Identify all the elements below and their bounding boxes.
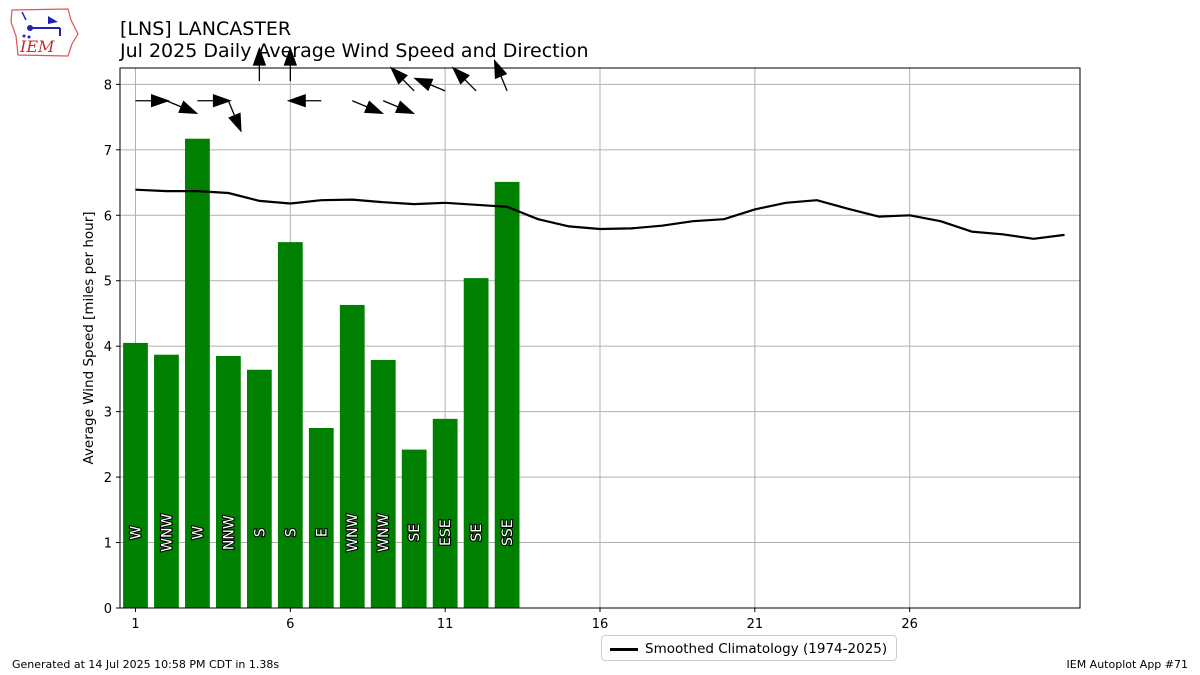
chart-title: Jul 2025 Daily Average Wind Speed and Di… xyxy=(120,40,589,62)
wind-arrow-day-9 xyxy=(382,100,416,114)
wind-arrow-shaft xyxy=(402,79,415,92)
wind-arrow-day-8 xyxy=(352,100,385,114)
wind-arrow-head xyxy=(451,66,470,85)
wind-arrow-head xyxy=(283,46,298,66)
x-tick-label-11: 11 xyxy=(437,617,454,632)
direction-label-day-2: WNW xyxy=(159,513,175,551)
y-tick-label-0: 0 xyxy=(104,602,112,617)
bar-day-11 xyxy=(432,418,458,608)
chart-legend: Smoothed Climatology (1974-2025) xyxy=(601,635,897,661)
bar-day-2 xyxy=(154,354,179,608)
wind-arrow-head xyxy=(151,93,171,108)
wind-arrow-day-13 xyxy=(493,59,508,92)
climatology-line xyxy=(135,188,1065,240)
direction-label-day-7: E xyxy=(314,528,330,537)
y-tick-label-8: 8 xyxy=(104,78,112,93)
wind-arrow-head xyxy=(252,46,267,66)
wind-arrow-day-1 xyxy=(135,93,171,108)
wind-arrow-day-4 xyxy=(227,100,242,133)
bar-day-12 xyxy=(463,278,489,608)
wind-arrow-shaft xyxy=(382,100,399,108)
generated-timestamp: Generated at 14 Jul 2025 10:58 PM CDT in… xyxy=(12,658,280,671)
bar-day-10 xyxy=(401,449,427,608)
direction-label-day-10: SE xyxy=(407,524,423,542)
direction-label-day-11: ESE xyxy=(438,519,454,546)
direction-label-day-13: SSE xyxy=(500,519,516,546)
direction-label-day-4: NNW xyxy=(221,515,237,550)
direction-label-day-6: S xyxy=(283,528,299,537)
y-tick-label-4: 4 xyxy=(104,340,112,355)
wind-arrow-day-10 xyxy=(389,66,415,92)
bar-day-1 xyxy=(123,342,148,608)
x-tick-label-6: 6 xyxy=(286,617,294,632)
wind-arrow-day-3 xyxy=(197,93,232,108)
wind-arrow-head xyxy=(286,93,306,108)
y-axis-label: Average Wind Speed [miles per hour] xyxy=(81,211,97,464)
direction-label-day-9: WNW xyxy=(376,513,392,551)
bar-day-5 xyxy=(246,369,272,608)
iem-logo: IEM xyxy=(10,8,79,57)
wind-arrow-head xyxy=(493,59,508,80)
wind-arrow-day-2 xyxy=(166,100,199,114)
wind-arrow-day-12 xyxy=(451,66,477,92)
bar-day-6 xyxy=(277,242,303,609)
x-tick-label-16: 16 xyxy=(592,617,609,632)
wind-arrow-head xyxy=(413,77,434,92)
bar-day-9 xyxy=(370,359,396,608)
bar-day-13 xyxy=(494,181,520,608)
bar-day-4 xyxy=(216,356,241,608)
direction-label-day-5: S xyxy=(252,528,268,537)
x-tick-label-26: 26 xyxy=(901,617,918,632)
y-tick-label-6: 6 xyxy=(104,209,112,224)
wind-arrow-day-6 xyxy=(283,46,298,82)
y-tick-label-1: 1 xyxy=(104,537,112,552)
bar-day-8 xyxy=(339,304,365,608)
y-tick-label-5: 5 xyxy=(104,275,112,290)
bar-day-7 xyxy=(308,428,334,608)
wind-arrow-head xyxy=(363,100,385,114)
wind-arrow-shaft xyxy=(430,84,446,92)
legend-label: Smoothed Climatology (1974-2025) xyxy=(645,641,888,657)
direction-label-day-8: WNW xyxy=(345,513,361,551)
bar-day-3 xyxy=(185,138,210,608)
wind-arrow-shaft xyxy=(352,100,368,108)
wind-arrow-shaft xyxy=(464,79,477,92)
legend-line-swatch xyxy=(610,648,638,651)
y-tick-label-3: 3 xyxy=(104,406,112,421)
wind-arrow-head xyxy=(178,100,199,114)
app-label: IEM Autoplot App #71 xyxy=(1066,658,1189,671)
wind-arrow-head xyxy=(228,112,242,133)
direction-label-day-1: W xyxy=(128,526,144,540)
x-tick-label-21: 21 xyxy=(747,617,764,632)
y-tick-label-2: 2 xyxy=(104,471,112,486)
y-tick-label-7: 7 xyxy=(104,144,112,159)
x-tick-label-1: 1 xyxy=(131,617,139,632)
wind-arrow-shaft xyxy=(227,100,236,116)
logo-text: IEM xyxy=(19,37,55,56)
direction-label-day-3: W xyxy=(190,526,206,540)
wind-arrow-shaft xyxy=(500,75,508,92)
wind-arrow-day-5 xyxy=(252,46,267,82)
weather-station-icon xyxy=(21,11,61,39)
wind-arrow-shaft xyxy=(166,100,182,108)
wind-arrow-day-11 xyxy=(413,77,446,92)
station-title: [LNS] LANCASTER xyxy=(120,18,292,40)
direction-label-day-12: SE xyxy=(469,524,485,542)
wind-arrow-head xyxy=(212,93,232,108)
wind-arrow-day-7 xyxy=(286,93,322,108)
wind-arrow-head xyxy=(394,100,416,114)
wind-arrow-head xyxy=(389,66,408,85)
iowa-outline-icon xyxy=(10,8,79,57)
